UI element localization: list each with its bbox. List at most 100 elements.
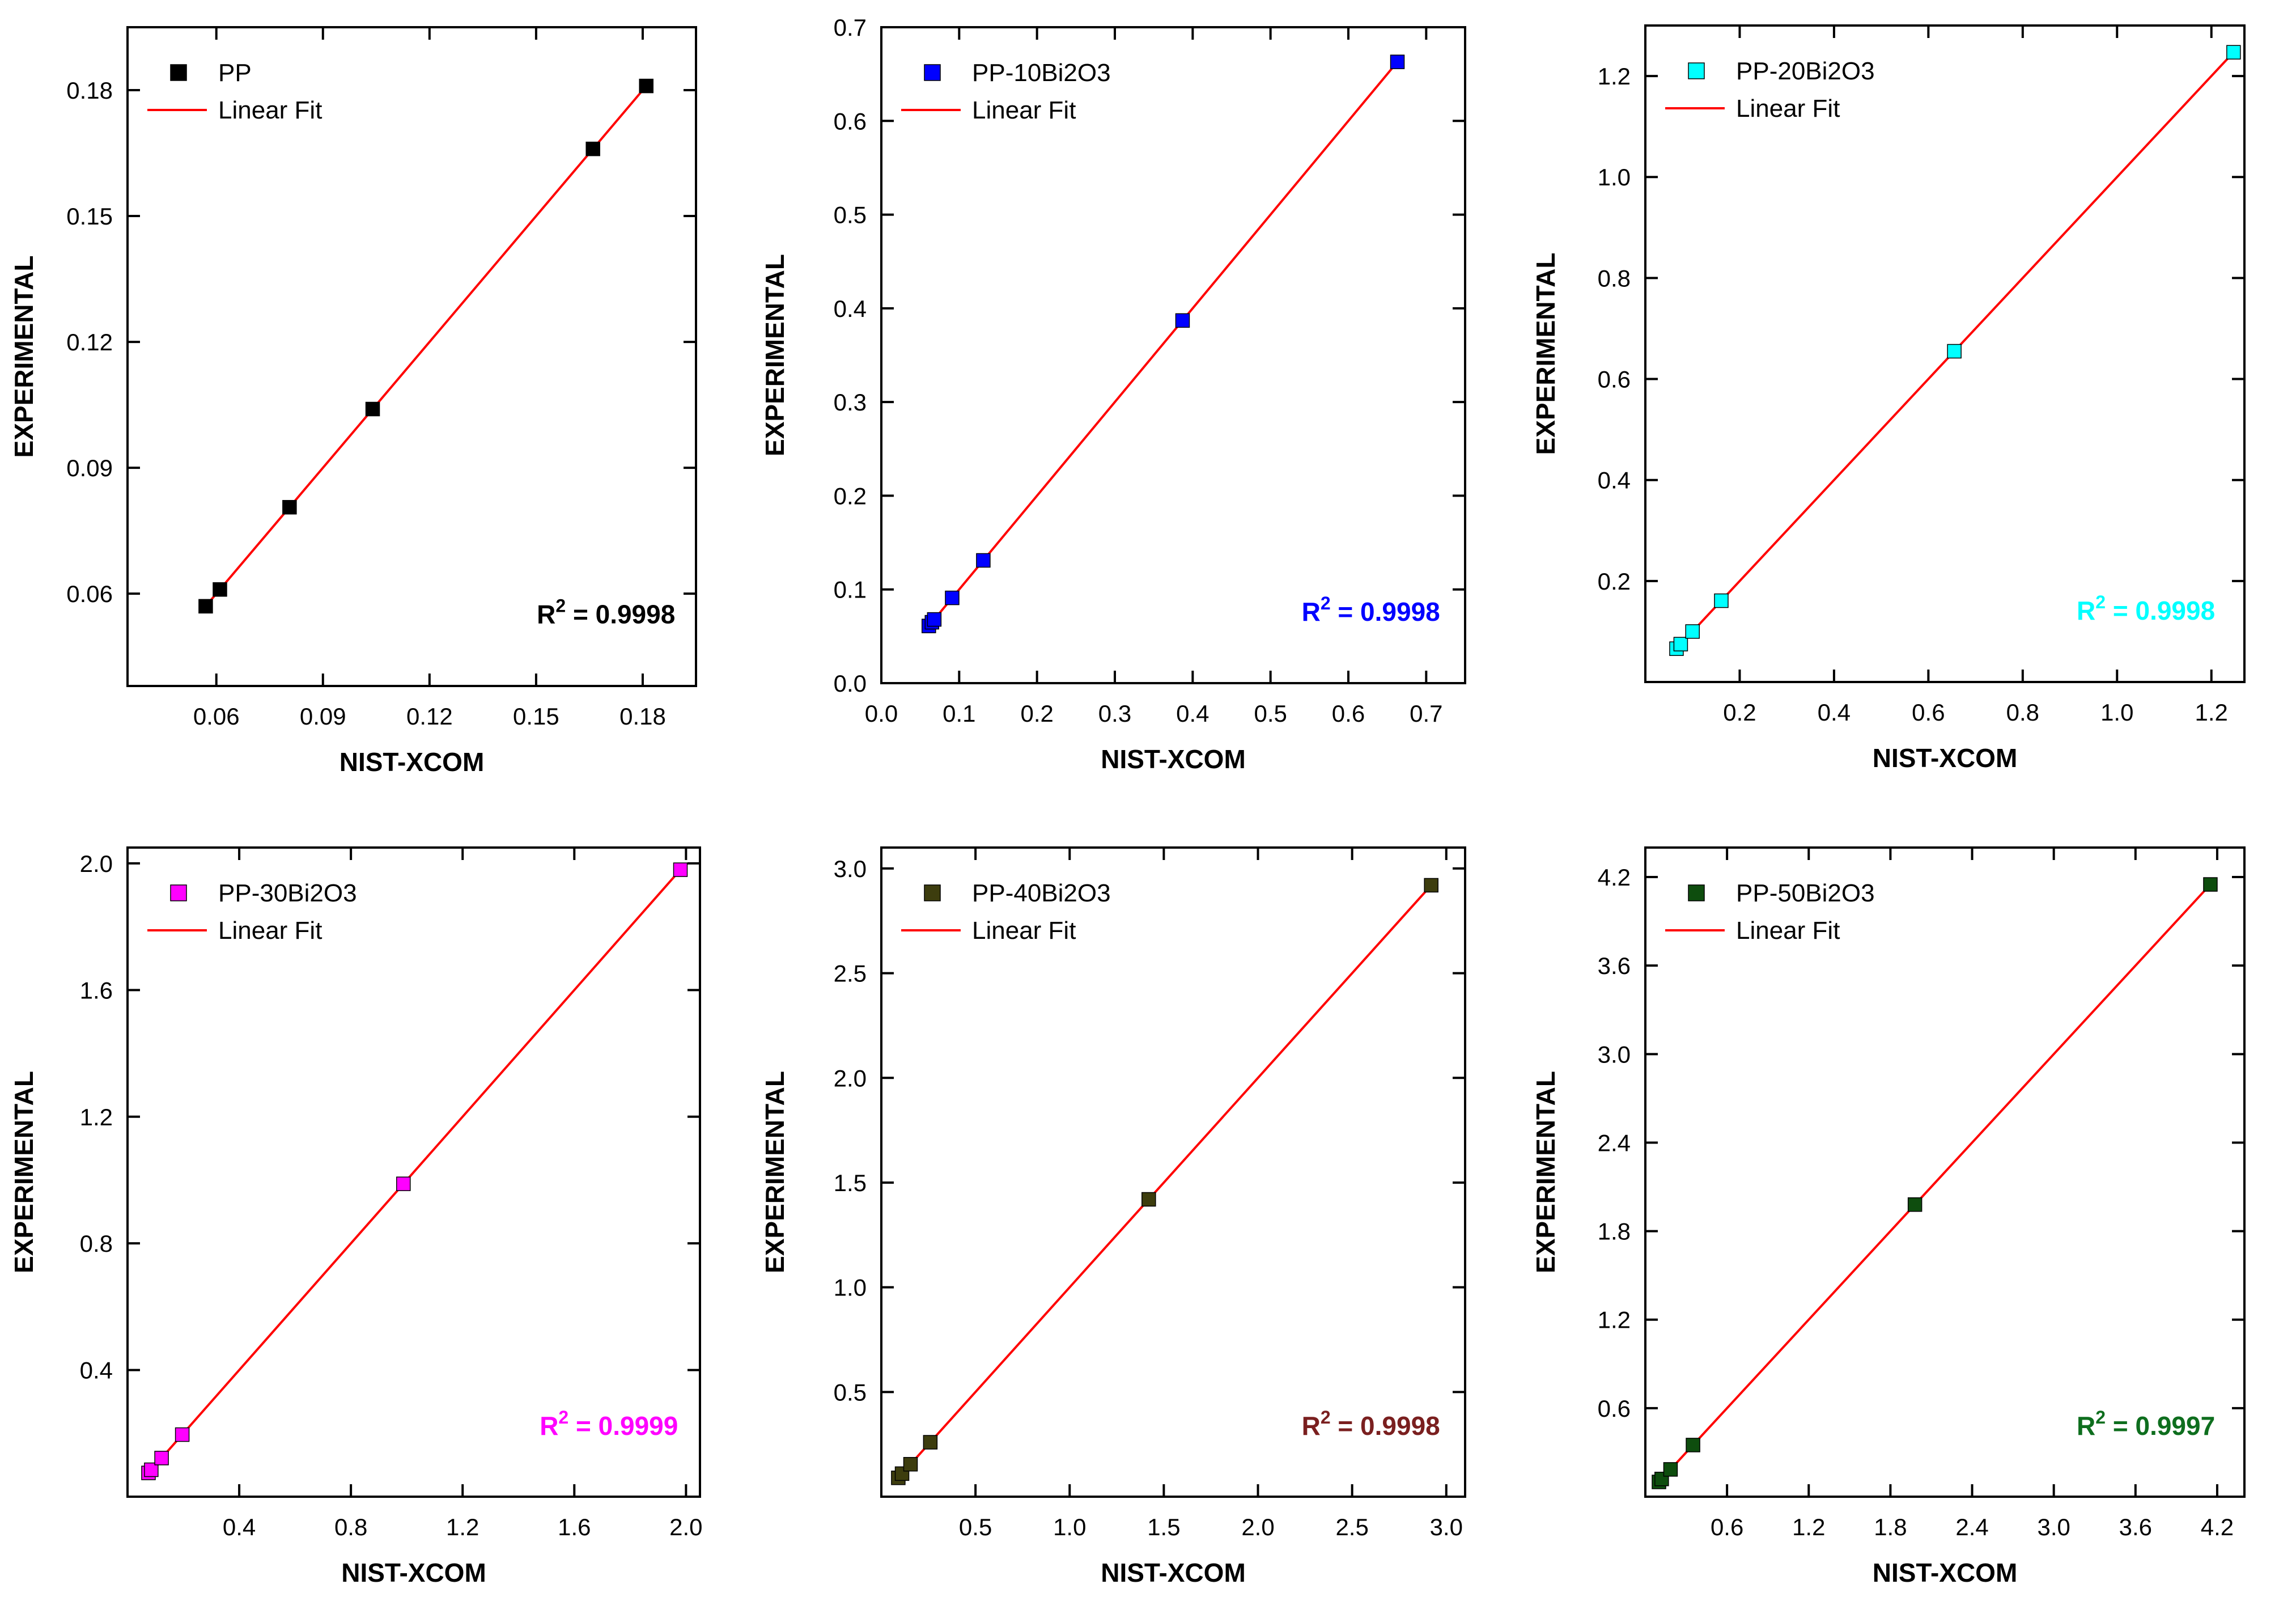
y-tick-label: 3.0 — [1598, 1041, 1631, 1068]
x-tick-label: 0.15 — [513, 703, 559, 730]
legend-marker — [924, 64, 941, 81]
y-axis-title: EXPERIMENTAL — [1531, 253, 1560, 455]
x-tick-label: 2.0 — [669, 1514, 702, 1540]
x-axis-title: NIST-XCOM — [339, 747, 485, 777]
x-tick-label: 0.8 — [2006, 699, 2039, 726]
chart-svg-6: 0.6 1.2 1.8 2.4 3.0 3.6 4.2 0.6 1.2 1.8 2.4 3.0 3.6 4… — [1531, 846, 2246, 1587]
x-tick-label: 0.1 — [943, 700, 975, 727]
y-tick-label: 0.6 — [1598, 366, 1631, 393]
chart-svg-1: 0.06 0.09 0.12 0.15 0.18 0.06 0.09 0.12 0.15 0.18… — [9, 26, 697, 777]
y-tick-label: 1.2 — [80, 1104, 113, 1130]
y-axis-title: EXPERIMENTAL — [1531, 1071, 1560, 1273]
data-point — [673, 862, 688, 877]
r-squared-symbol: R — [540, 1411, 558, 1441]
data-point — [639, 78, 653, 94]
x-tick-label: 1.6 — [558, 1514, 591, 1540]
data-point — [2203, 877, 2218, 892]
legend-marker — [924, 884, 941, 901]
y-axis-title: EXPERIMENTAL — [760, 254, 790, 456]
r-squared-superscript: 2 — [1321, 593, 1331, 613]
legend-series-label: PP-20Bi2O3 — [1736, 57, 1875, 85]
x-tick-label: 0.18 — [619, 703, 666, 730]
y-tick-label: 1.8 — [1598, 1218, 1631, 1245]
data-point — [1141, 1192, 1156, 1207]
legend-fit-label: Linear Fit — [218, 917, 322, 944]
x-tick-label: 0.6 — [1332, 700, 1365, 727]
data-point — [945, 590, 960, 605]
legend-series-label: PP-40Bi2O3 — [972, 879, 1111, 907]
x-tick-label: 1.2 — [446, 1514, 479, 1540]
data-point — [154, 1451, 169, 1466]
y-tick-label: 1.2 — [1598, 1307, 1631, 1333]
data-point — [282, 499, 297, 515]
x-tick-label: 1.2 — [1792, 1514, 1825, 1540]
r-squared-annotation: R2 = 0.9998 — [1302, 1407, 1440, 1441]
x-tick-label: 0.6 — [1711, 1514, 1743, 1540]
legend-fit-label: Linear Fit — [1736, 917, 1840, 944]
plot-frame — [880, 26, 1466, 684]
y-tick-label: 2.5 — [834, 960, 867, 987]
data-point — [396, 1176, 411, 1191]
data-point — [1685, 624, 1700, 639]
r-squared-annotation: R2 = 0.9997 — [2077, 1407, 2215, 1441]
chart-panel-2: 0.0 0.1 0.2 0.3 0.4 0.5 0.6 0.7 0.0 0.1 0.2 0.3 0.4 0… — [751, 0, 1522, 794]
data-point — [1947, 344, 1962, 359]
x-tick-label: 0.2 — [1723, 699, 1756, 726]
linear-fit-line — [208, 85, 647, 603]
x-axis-title: NIST-XCOM — [1101, 744, 1246, 774]
x-tick-label: 0.3 — [1098, 700, 1131, 727]
r-squared-symbol: R — [2077, 1411, 2095, 1441]
x-tick-label: 0.09 — [300, 703, 346, 730]
y-tick-label: 2.0 — [80, 850, 113, 877]
data-point — [2226, 45, 2241, 60]
x-axis-title: NIST-XCOM — [1873, 1558, 2018, 1587]
r-squared-annotation: R2 = 0.9998 — [537, 596, 675, 629]
y-tick-label: 0.15 — [66, 203, 113, 230]
legend-marker — [170, 64, 187, 81]
legend-series-label: PP — [218, 59, 252, 87]
r-squared-symbol: R — [537, 600, 555, 629]
legend-marker — [170, 884, 187, 901]
chart-svg-4: 0.4 0.8 1.2 1.6 2.0 0.4 0.8 1.2 1.6 2.0 NIST-XCOM E… — [9, 846, 703, 1587]
linear-fit-line — [928, 61, 1399, 627]
chart-svg-2: 0.0 0.1 0.2 0.3 0.4 0.5 0.6 0.7 0.0 0.1 0.2 0.3 0.4 0… — [760, 14, 1466, 774]
legend-series-label: PP-50Bi2O3 — [1736, 879, 1875, 907]
plot-frame — [1644, 846, 2246, 1498]
r-squared-annotation: R2 = 0.9998 — [1302, 593, 1440, 626]
y-axis-title: EXPERIMENTAL — [760, 1071, 790, 1273]
r-squared-symbol: R — [1302, 1411, 1321, 1441]
x-tick-label: 2.5 — [1335, 1514, 1368, 1540]
legend-fit-label: Linear Fit — [218, 96, 322, 124]
y-tick-label: 2.4 — [1598, 1129, 1631, 1156]
legend-fit-label: Linear Fit — [972, 917, 1076, 944]
r-squared-superscript: 2 — [1321, 1407, 1331, 1428]
x-tick-label: 0.06 — [193, 703, 240, 730]
x-tick-label: 3.0 — [1430, 1514, 1463, 1540]
y-tick-label: 0.18 — [66, 77, 113, 104]
data-point — [365, 401, 380, 417]
x-tick-label: 0.4 — [1818, 699, 1851, 726]
y-tick-label: 1.0 — [834, 1274, 867, 1301]
y-tick-label: 0.7 — [834, 14, 867, 41]
r-squared-value: = 0.9998 — [1331, 1411, 1440, 1441]
x-axis-title: NIST-XCOM — [1101, 1558, 1246, 1587]
x-tick-label: 1.0 — [2100, 699, 2133, 726]
y-tick-label: 0.6 — [834, 108, 867, 134]
data-point — [903, 1457, 918, 1472]
x-tick-label: 2.4 — [1955, 1514, 1988, 1540]
data-point — [1663, 1462, 1678, 1477]
y-tick-label: 0.2 — [1598, 568, 1631, 595]
r-squared-superscript: 2 — [558, 1407, 568, 1428]
y-tick-label: 0.6 — [1598, 1395, 1631, 1422]
r-squared-annotation: R2 = 0.9998 — [2077, 592, 2215, 625]
legend-series-label: PP-30Bi2O3 — [218, 879, 357, 907]
data-point — [1686, 1438, 1700, 1452]
r-squared-superscript: 2 — [555, 596, 566, 616]
chart-svg-3: 0.2 0.4 0.6 0.8 1.0 1.2 0.2 0.4 0.6 0.8 1.0 1.2 NIST… — [1531, 24, 2246, 773]
linear-fit-line — [897, 884, 1432, 1479]
y-tick-label: 3.6 — [1598, 952, 1631, 979]
r-squared-symbol: R — [2077, 596, 2095, 625]
x-tick-label: 3.0 — [2037, 1514, 2070, 1540]
x-tick-label: 1.8 — [1874, 1514, 1907, 1540]
